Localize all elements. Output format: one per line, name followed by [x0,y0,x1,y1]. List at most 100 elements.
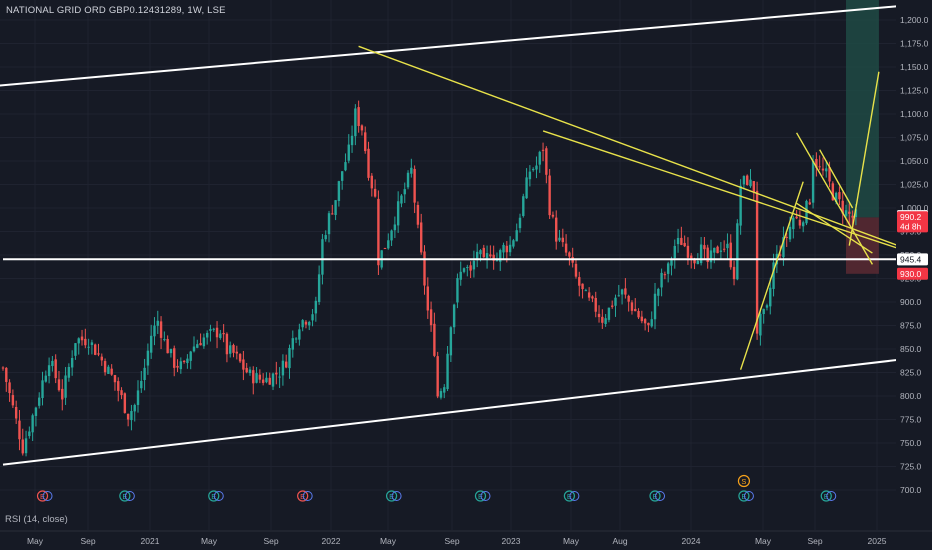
price-tick-label: 1,000.0 [900,203,929,213]
earnings-marker[interactable] [563,490,575,502]
candle-body [564,243,568,253]
candle-body [782,237,785,258]
candle-body [604,318,607,325]
earnings-marker[interactable] [119,490,131,502]
candle-body [278,376,281,378]
split-marker-icon[interactable] [213,491,224,501]
candle-body [390,230,393,241]
candle-body [499,250,502,262]
split-marker-icon[interactable] [569,491,580,501]
split-marker-icon[interactable] [302,491,313,501]
candle-body [759,313,762,336]
candle-body [136,390,140,405]
earnings-marker[interactable] [297,490,309,502]
candle-body [252,370,255,384]
time-tick-label: May [755,536,772,546]
split-marker-icon[interactable] [124,491,135,501]
candle-body [482,247,485,258]
candle-body [729,242,732,268]
candle-body [690,255,693,259]
price-tick-label: 1,100.0 [900,109,929,119]
candle-body [261,379,265,383]
dividend-marker[interactable] [737,474,751,488]
candle-body [611,305,614,307]
earnings-marker[interactable] [208,490,220,502]
price-tick-label: 1,075.0 [900,133,929,143]
time-tick-label: Sep [263,536,278,546]
candle-body [423,251,426,286]
symbol-title: NATIONAL GRID ORD GBP0.12431289, 1W, LSE [6,5,226,16]
channel-upper-line[interactable] [0,0,932,87]
earnings-marker[interactable] [474,490,487,502]
candle-body [38,397,41,406]
candle-body [489,254,492,257]
candle-body [413,168,416,203]
candle-body [545,148,548,175]
earnings-marker-label: E [122,492,127,501]
rsi-indicator-label[interactable]: RSI (14, close) [5,514,68,525]
rally-leg-line[interactable] [739,181,804,370]
earnings-marker[interactable] [738,490,750,502]
candle-body [637,311,640,318]
candle-body [446,353,449,390]
candle-body [475,251,479,260]
candle-body [140,380,143,389]
candle-body [841,200,844,214]
candle-body [61,388,64,400]
split-marker-icon[interactable] [391,491,402,501]
candle-body [742,176,746,185]
candle-body [281,360,285,376]
flag-lower-line[interactable] [796,202,873,254]
candle-body [469,265,472,271]
candle-body [51,360,54,367]
candle-body [229,345,232,354]
peak-to-peak-line[interactable] [542,130,932,262]
earnings-events[interactable]: E E E E E E E E E ES [36,474,837,502]
split-marker-icon[interactable] [826,491,837,501]
split-marker-icon[interactable] [655,491,666,501]
candle-body [298,329,301,340]
target-zone[interactable] [846,0,879,218]
candle-body [502,244,505,253]
candle-body [535,165,538,170]
candle-body [34,407,38,416]
candle-body [275,372,278,375]
flag-top-line[interactable] [819,149,854,209]
flag-upper-line[interactable] [795,132,874,265]
candle-body [321,239,324,275]
candle-body [271,373,275,387]
drawn-lines [0,0,932,466]
split-marker-icon[interactable] [743,491,754,501]
time-tick-label: May [27,536,44,546]
time-tick-label: Sep [444,536,459,546]
candle-body [551,214,555,217]
split-marker-icon[interactable] [480,491,491,501]
earnings-marker[interactable] [36,490,49,502]
candle-body [726,243,729,249]
projection-line[interactable] [848,71,880,246]
candle-body [28,431,31,437]
candle-body [673,245,676,259]
candle-body [459,271,462,280]
candle-body [360,125,364,131]
channel-lower-line[interactable] [2,349,932,466]
candle-body [449,327,453,356]
candle-body [736,223,739,280]
candle-body [113,375,117,383]
split-marker-icon[interactable] [42,491,53,501]
candle-body [232,345,235,353]
earnings-marker[interactable] [385,490,398,502]
candle-body [143,367,146,381]
earnings-marker[interactable] [820,490,832,502]
price-label-badge [897,211,928,224]
candle-body [584,290,588,292]
time-axis[interactable]: May Sep 2021 May Sep 2022 May Sep 2023 May Aug 2024… [27,536,887,546]
candle-body [344,162,347,171]
downtrend-line[interactable] [358,45,932,261]
earnings-marker[interactable] [649,490,661,502]
candle-body [179,361,183,370]
candle-body [439,391,443,398]
candle-body [337,181,341,201]
